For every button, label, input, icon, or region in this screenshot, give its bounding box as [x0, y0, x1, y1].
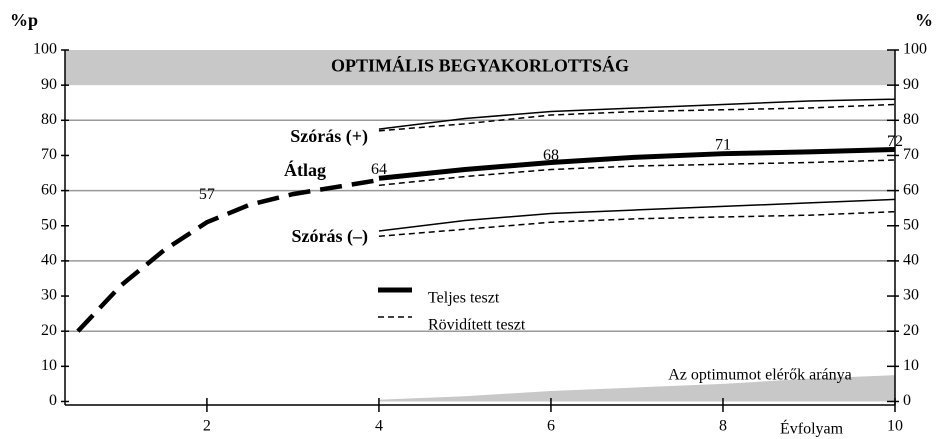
x-tick-label: 2 — [203, 418, 211, 435]
y-tick-label: 0 — [49, 392, 57, 409]
area — [378, 375, 895, 402]
deviation-line — [378, 198, 896, 232]
y2-axis-label: % — [915, 10, 933, 30]
y2-tick-label: 50 — [903, 216, 919, 233]
y2-tick-label: 100 — [903, 41, 927, 58]
x-tick-label: 4 — [375, 418, 383, 435]
y2-tick-label: 0 — [903, 392, 911, 409]
y-tick-label: 10 — [41, 357, 57, 374]
point-label: 64 — [371, 161, 387, 178]
y-tick-label: 60 — [41, 181, 57, 198]
y2-tick-label: 10 — [903, 357, 919, 374]
x-tick-label: 8 — [719, 418, 727, 435]
x-axis-label: Évfolyam — [780, 419, 844, 438]
deviation-line — [378, 98, 896, 130]
series-line — [378, 146, 896, 181]
point-label: 71 — [715, 137, 731, 154]
series-line — [378, 159, 896, 187]
y-tick-label: 50 — [41, 216, 57, 233]
y-tick-label: 90 — [41, 76, 57, 93]
band-label: OPTIMÁLIS BEGYAKORLOTTSÁG — [331, 55, 629, 76]
mean-label: Átlag — [284, 159, 326, 180]
y2-tick-label: 80 — [903, 111, 919, 128]
deviation-line — [378, 210, 896, 238]
y-tick-label: 30 — [41, 287, 57, 304]
y-tick-label: 20 — [41, 322, 57, 339]
early-mean-line — [76, 177, 380, 333]
point-label: 72 — [887, 133, 903, 150]
optimal-band — [65, 50, 895, 86]
lower-label: Szórás (–) — [292, 226, 368, 247]
area-label: Az optimumot elérők aránya — [668, 367, 852, 384]
y2-tick-label: 30 — [903, 287, 919, 304]
point-label: 57 — [199, 186, 215, 203]
x-tick-label: 6 — [547, 418, 555, 435]
y-tick-label: 100 — [33, 41, 57, 58]
y2-tick-label: 20 — [903, 322, 919, 339]
y2-tick-label: 90 — [903, 76, 919, 93]
y2-tick-label: 70 — [903, 146, 919, 163]
deviation-line — [378, 103, 896, 132]
y-axis-label: %p — [10, 10, 38, 30]
x-tick-label: 10 — [887, 418, 903, 435]
point-label: 68 — [543, 147, 559, 164]
upper-label: Szórás (+) — [290, 126, 368, 147]
legend-label: Teljes teszt — [428, 290, 500, 307]
y-tick-label: 80 — [41, 111, 57, 128]
y2-tick-label: 60 — [903, 181, 919, 198]
y-tick-label: 40 — [41, 252, 57, 269]
legend-label: Rövidített teszt — [428, 317, 526, 334]
y2-tick-label: 40 — [903, 252, 919, 269]
y-tick-label: 70 — [41, 146, 57, 163]
